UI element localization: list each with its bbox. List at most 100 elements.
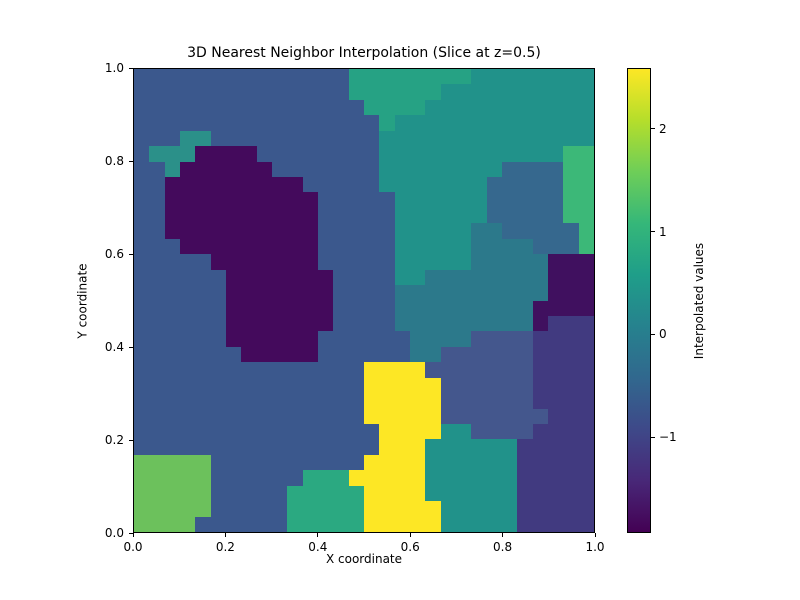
- heatmap-cell: [348, 300, 364, 316]
- heatmap-cell: [578, 84, 594, 100]
- heatmap-cell: [149, 331, 165, 347]
- heatmap-cell: [195, 161, 211, 178]
- heatmap-cell: [210, 269, 226, 286]
- heatmap-cell: [425, 331, 441, 347]
- heatmap-cell: [195, 423, 211, 440]
- heatmap-cell: [333, 408, 349, 424]
- heatmap-cell: [271, 99, 288, 116]
- heatmap-cell: [225, 362, 242, 378]
- heatmap-cell: [455, 346, 472, 363]
- heatmap-cell: [440, 501, 456, 517]
- heatmap-cell: [471, 470, 487, 486]
- heatmap-cell: [271, 423, 288, 440]
- heatmap-cell: [317, 146, 334, 162]
- heatmap-cell: [225, 223, 242, 239]
- heatmap-cell: [195, 238, 211, 255]
- heatmap-cell: [149, 69, 165, 85]
- heatmap-cell: [256, 485, 272, 502]
- heatmap-cell: [440, 130, 456, 147]
- heatmap-cell: [440, 254, 456, 270]
- heatmap-cell: [425, 377, 441, 394]
- heatmap-cell: [409, 161, 426, 178]
- heatmap-cell: [302, 146, 318, 162]
- heatmap-cell: [455, 207, 472, 224]
- heatmap-cell: [547, 408, 564, 424]
- heatmap-cell: [440, 192, 456, 208]
- heatmap-cell: [333, 516, 349, 532]
- heatmap-cell: [333, 346, 349, 363]
- heatmap-cell: [425, 115, 441, 131]
- heatmap-cell: [302, 99, 318, 116]
- heatmap-cell: [578, 470, 594, 486]
- heatmap-cell: [532, 69, 548, 85]
- heatmap-cell: [379, 161, 395, 178]
- heatmap-cell: [532, 285, 548, 301]
- heatmap-cell: [379, 99, 395, 116]
- heatmap-cell: [363, 69, 380, 85]
- heatmap-cell: [179, 99, 196, 116]
- heatmap-cell: [501, 485, 518, 502]
- heatmap-cell: [547, 192, 564, 208]
- heatmap-cell: [440, 362, 456, 378]
- heatmap-cell: [195, 269, 211, 286]
- heatmap-cell: [241, 485, 257, 502]
- heatmap-cell: [195, 130, 211, 147]
- heatmap-cell: [563, 470, 579, 486]
- heatmap-cell: [225, 99, 242, 116]
- heatmap-cell: [210, 516, 226, 532]
- heatmap-cell: [179, 69, 196, 85]
- heatmap-cell: [210, 408, 226, 424]
- heatmap-cell: [164, 161, 180, 178]
- heatmap-cell: [271, 315, 288, 332]
- heatmap-cell: [225, 254, 242, 270]
- heatmap-cell: [471, 331, 487, 347]
- heatmap-cell: [179, 84, 196, 100]
- heatmap-cell: [471, 377, 487, 394]
- heatmap-cell: [440, 346, 456, 363]
- heatmap-cell: [149, 161, 165, 178]
- heatmap-cell: [302, 223, 318, 239]
- heatmap-cell: [394, 69, 410, 85]
- heatmap-cell: [517, 223, 533, 239]
- heatmap-cell: [486, 285, 502, 301]
- heatmap-cell: [517, 423, 533, 440]
- heatmap-cell: [425, 269, 441, 286]
- heatmap-cell: [501, 207, 518, 224]
- heatmap-cell: [440, 146, 456, 162]
- heatmap-cell: [394, 393, 410, 409]
- heatmap-cell: [164, 223, 180, 239]
- colorbar-tick-label: −1: [659, 430, 677, 445]
- heatmap-cell: [317, 423, 334, 440]
- heatmap-cell: [287, 254, 303, 270]
- heatmap-cell: [532, 269, 548, 286]
- heatmap-cell: [363, 362, 380, 378]
- heatmap-cell: [440, 207, 456, 224]
- heatmap-cell: [532, 115, 548, 131]
- heatmap-cell: [440, 285, 456, 301]
- heatmap-cell: [379, 177, 395, 193]
- heatmap-cell: [302, 300, 318, 316]
- heatmap-cell: [302, 439, 318, 455]
- heatmap-cell: [517, 130, 533, 147]
- heatmap-cell: [578, 331, 594, 347]
- x-tick-mark: [224, 533, 226, 537]
- heatmap-cell: [225, 423, 242, 440]
- heatmap-cell: [271, 223, 288, 239]
- heatmap-cell: [547, 238, 564, 255]
- heatmap-cell: [348, 454, 364, 471]
- heatmap-cell: [578, 161, 594, 178]
- heatmap-cell: [241, 254, 257, 270]
- heatmap-cell: [287, 516, 303, 532]
- heatmap-cell: [501, 84, 518, 100]
- heatmap-cell: [425, 393, 441, 409]
- heatmap-cell: [379, 393, 395, 409]
- heatmap-cell: [348, 423, 364, 440]
- heatmap-cell: [164, 393, 180, 409]
- heatmap-cell: [394, 454, 410, 471]
- heatmap-cell: [225, 161, 242, 178]
- heatmap-cell: [409, 238, 426, 255]
- heatmap-cell: [210, 470, 226, 486]
- heatmap-cell: [164, 238, 180, 255]
- heatmap-cell: [210, 439, 226, 455]
- heatmap-cell: [471, 223, 487, 239]
